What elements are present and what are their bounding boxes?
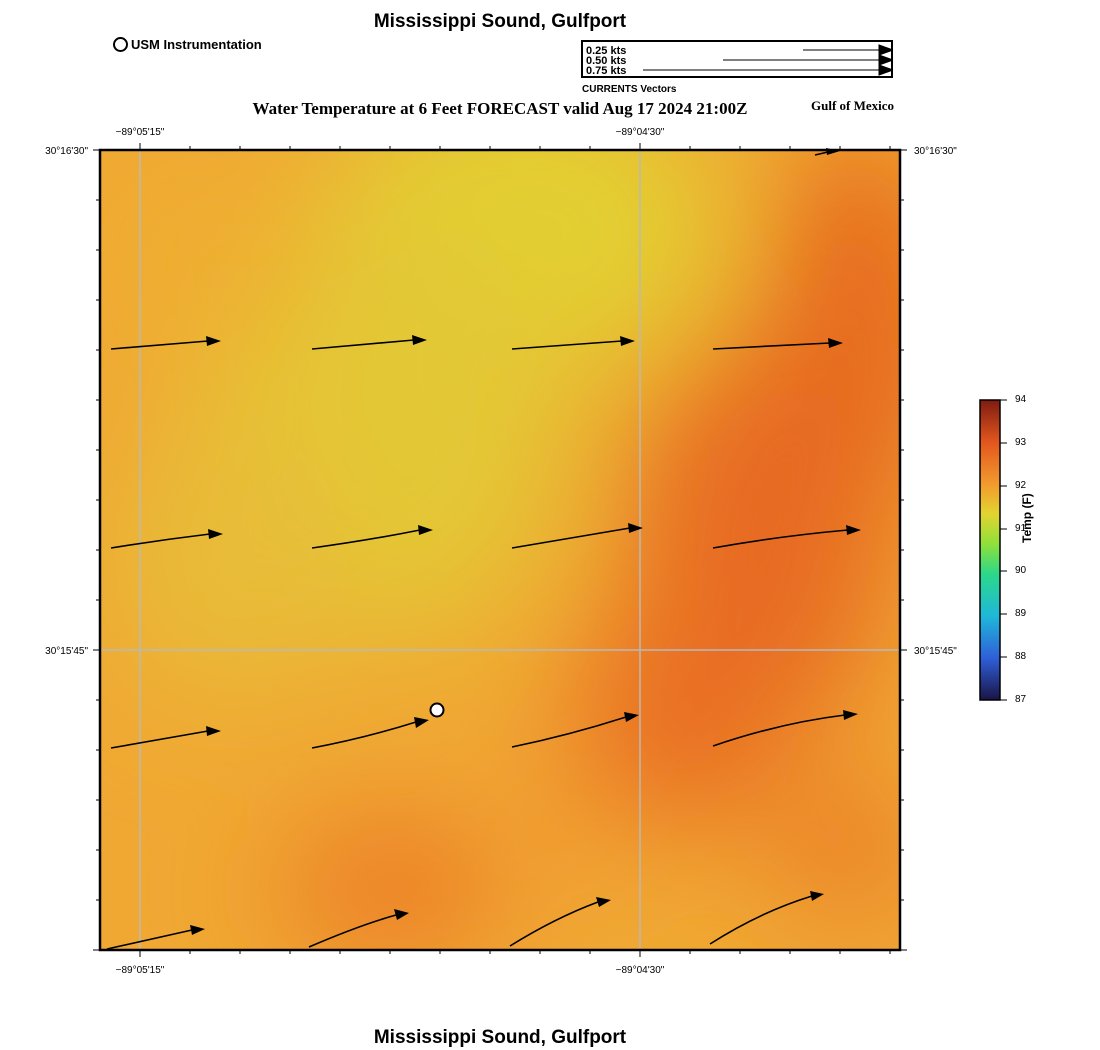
footer-title: Mississippi Sound, Gulfport: [373, 1027, 627, 1048]
map-subtitle: Water Temperature at 6 Feet FORECAST val…: [252, 99, 748, 118]
x-tick-label-bottom-1: −89°05'15": [116, 965, 165, 976]
colorbar-tick-89: 89: [1015, 608, 1027, 619]
vector-legend: 0.25 kts 0.50 kts 0.75 kts: [581, 40, 893, 78]
frame-ticks: [93, 143, 907, 957]
station-legend-label: USM Instrumentation: [131, 37, 262, 52]
colorbar-title: Temp (F): [1020, 493, 1034, 543]
y-tick-label-right-1: 30°16'30": [914, 146, 957, 157]
x-tick-label-bottom-2: −89°04'30": [616, 965, 665, 976]
colorbar-tick-93: 93: [1015, 437, 1027, 448]
colorbar-tick-87: 87: [1015, 694, 1027, 705]
legend-arrowhead-025: [878, 44, 893, 56]
usm-station-marker[interactable]: [429, 702, 445, 718]
x-tick-label-top-2: −89°04'30": [616, 127, 665, 138]
current-vectors: [106, 151, 849, 950]
vector-legend-arrows: [643, 44, 893, 76]
legend-arrowhead-075: [878, 64, 893, 76]
vector-legend-label-1: 0.25 kts: [586, 45, 627, 57]
colorbar-ramp: [979, 399, 1001, 701]
colorbar-tick-94: 94: [1015, 394, 1027, 405]
region-label: Gulf of Mexico: [811, 98, 895, 113]
vector-legend-label-2: 0.50 kts: [586, 55, 627, 67]
colorbar: [979, 399, 1007, 701]
x-tick-label-top-1: −89°05'15": [116, 127, 165, 138]
temperature-field: [100, 150, 900, 950]
colorbar-tick-91: 91: [1015, 523, 1027, 534]
circle-marker-icon: [113, 37, 128, 52]
station-legend: USM Instrumentation: [113, 37, 262, 52]
graticule: [100, 150, 900, 950]
y-tick-label-left-2: 30°15'45": [45, 646, 88, 657]
vector-legend-label-3: 0.75 kts: [586, 65, 627, 77]
map-title: Mississippi Sound, Gulfport: [373, 11, 627, 32]
vector-legend-caption: CURRENTS Vectors: [582, 84, 677, 95]
colorbar-tick-90: 90: [1015, 565, 1027, 576]
y-tick-label-right-2: 30°15'45": [914, 646, 957, 657]
colorbar-tick-92: 92: [1015, 480, 1027, 491]
y-tick-label-left-1: 30°16'30": [45, 146, 88, 157]
legend-arrowhead-050: [878, 54, 893, 66]
colorbar-tick-88: 88: [1015, 651, 1027, 662]
current-arrowheads: [190, 148, 861, 935]
